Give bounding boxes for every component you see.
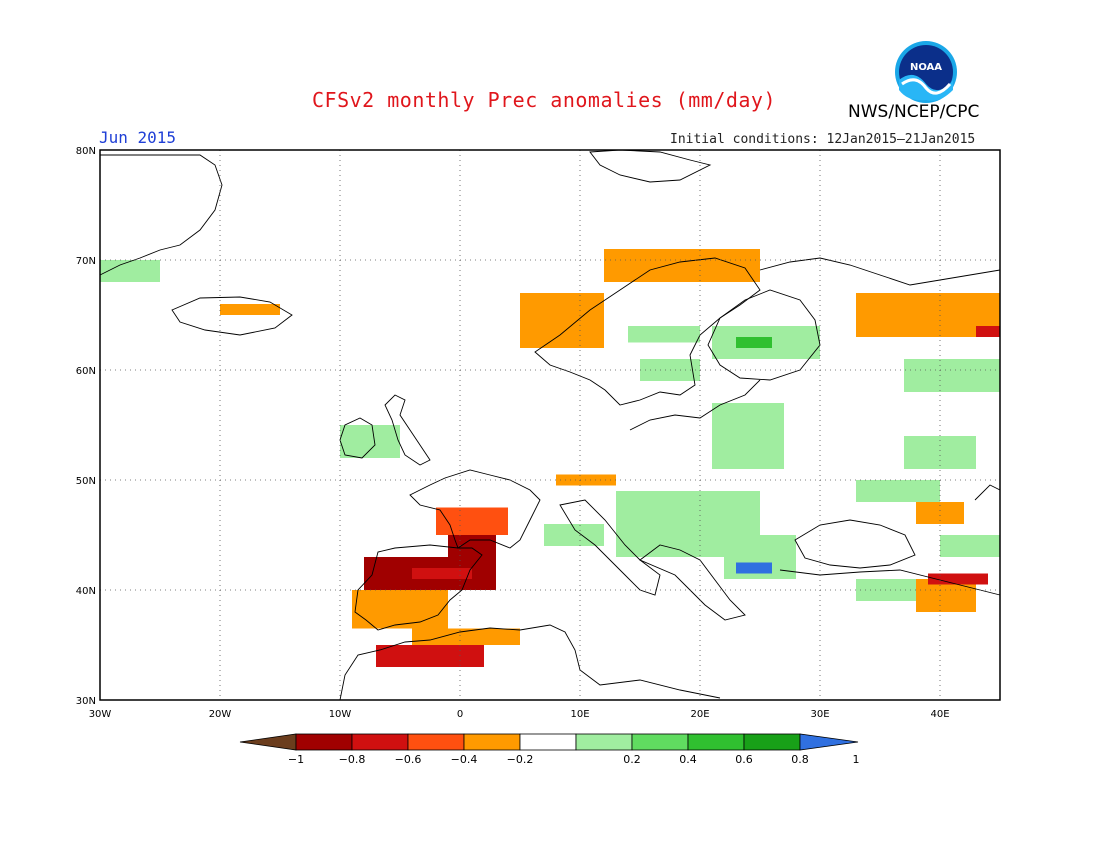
x-tick-0: 30W [89, 709, 112, 720]
colorbar-label-1: −0.8 [339, 753, 366, 766]
agency-label: NWS/NCEP/CPC [848, 102, 980, 122]
anomaly-cell-5 [412, 628, 520, 645]
colorbar-bin-1 [295, 733, 353, 751]
anomaly-cell-8 [520, 293, 604, 348]
anomaly-cell-32 [940, 535, 1000, 557]
colorbar-bin-9 [743, 733, 801, 751]
initial-conditions-label: Initial conditions: 12Jan2015–21Jan2015 [670, 132, 976, 147]
anomaly-cell-14 [916, 502, 964, 524]
coastlines [99, 149, 1001, 701]
x-tick-5: 20E [690, 709, 709, 720]
anomaly-cell-9 [604, 249, 760, 282]
colorbar-bin-8 [687, 733, 745, 751]
coast-north-russia [759, 257, 1001, 286]
period-label: Jun 2015 [99, 128, 177, 147]
colorbar-label-9: 1 [853, 753, 860, 766]
anomaly-cell-27 [904, 436, 976, 469]
anomaly-cell-4 [376, 645, 484, 667]
y-tick-labels: 30N 40N 50N 60N 70N 80N [76, 146, 96, 707]
coast-france [409, 469, 541, 549]
colorbar-bin-5 [519, 733, 577, 751]
colorbar-label-2: −0.6 [395, 753, 422, 766]
coast-britain [384, 394, 431, 466]
coast-iberia [354, 544, 483, 631]
anomaly-cell-7 [220, 304, 280, 315]
anomaly-cell-31 [628, 326, 700, 343]
anomaly-cell-24 [100, 260, 160, 282]
colorbar-arrow-low [239, 733, 297, 751]
colorbar-bin-4 [463, 733, 521, 751]
coast-balkans [639, 544, 746, 621]
colorbar-bin-6 [575, 733, 633, 751]
colorbar-label-0: −1 [288, 753, 304, 766]
y-tick-1: 40N [76, 586, 96, 597]
colorbar-bin-3 [407, 733, 465, 751]
y-tick-5: 80N [76, 146, 96, 157]
coast-greenland [99, 154, 223, 276]
coast-iceland [171, 296, 293, 336]
noaa-logo-icon: NOAA [895, 41, 957, 103]
y-tick-4: 70N [76, 256, 96, 267]
anomaly-cells [100, 249, 1000, 667]
x-tick-1: 20W [209, 709, 232, 720]
anomaly-cell-20 [712, 403, 784, 469]
anomaly-cell-22 [736, 337, 772, 348]
anomaly-cell-19 [736, 562, 772, 574]
logo-text: NOAA [910, 62, 942, 73]
colorbar-label-6: 0.4 [679, 753, 697, 766]
coast-black-sea [794, 519, 916, 569]
coast-italy [559, 499, 661, 596]
coast-africa [339, 624, 721, 701]
anomaly-cell-11 [976, 326, 1000, 337]
colorbar: −1 −0.8 −0.6 −0.4 −0.2 0.2 0.4 0.6 0.8 1 [239, 733, 860, 766]
x-tick-4: 10E [570, 709, 589, 720]
coast-ireland [339, 417, 376, 459]
anomaly-cell-29 [544, 524, 604, 546]
anomaly-cell-6 [412, 568, 472, 579]
plot-frame [99, 149, 1001, 701]
anomaly-cell-23 [340, 425, 400, 458]
x-tick-7: 40E [930, 709, 949, 720]
anomaly-cell-2 [436, 507, 508, 535]
anomaly-cell-26 [856, 480, 940, 502]
anomaly-cell-16 [928, 573, 988, 585]
chart-title: CFSv2 monthly Prec anomalies (mm/day) [312, 88, 777, 112]
graticule [100, 150, 1000, 700]
colorbar-label-7: 0.6 [735, 753, 753, 766]
colorbar-bin-7 [631, 733, 689, 751]
y-tick-3: 60N [76, 366, 96, 377]
x-tick-2: 10W [329, 709, 352, 720]
coast-caspian [974, 484, 1001, 501]
x-tick-labels: 30W 20W 10W 0 10E 20E 30E 40E [89, 709, 950, 720]
colorbar-label-4: −0.2 [507, 753, 534, 766]
colorbar-label-5: 0.2 [623, 753, 641, 766]
y-tick-2: 50N [76, 476, 96, 487]
anomaly-cell-25 [904, 359, 1000, 392]
colorbar-label-8: 0.8 [791, 753, 809, 766]
anomaly-cell-3 [352, 590, 448, 629]
x-tick-3: 0 [457, 709, 463, 720]
colorbar-bin-2 [351, 733, 409, 751]
y-tick-0: 30N [76, 696, 96, 707]
coast-finland [707, 289, 821, 381]
colorbar-arrow-high [799, 733, 859, 751]
coast-baltic [629, 379, 761, 431]
coast-svalbard [589, 149, 712, 183]
x-tick-6: 30E [810, 709, 829, 720]
colorbar-label-3: −0.4 [451, 753, 478, 766]
